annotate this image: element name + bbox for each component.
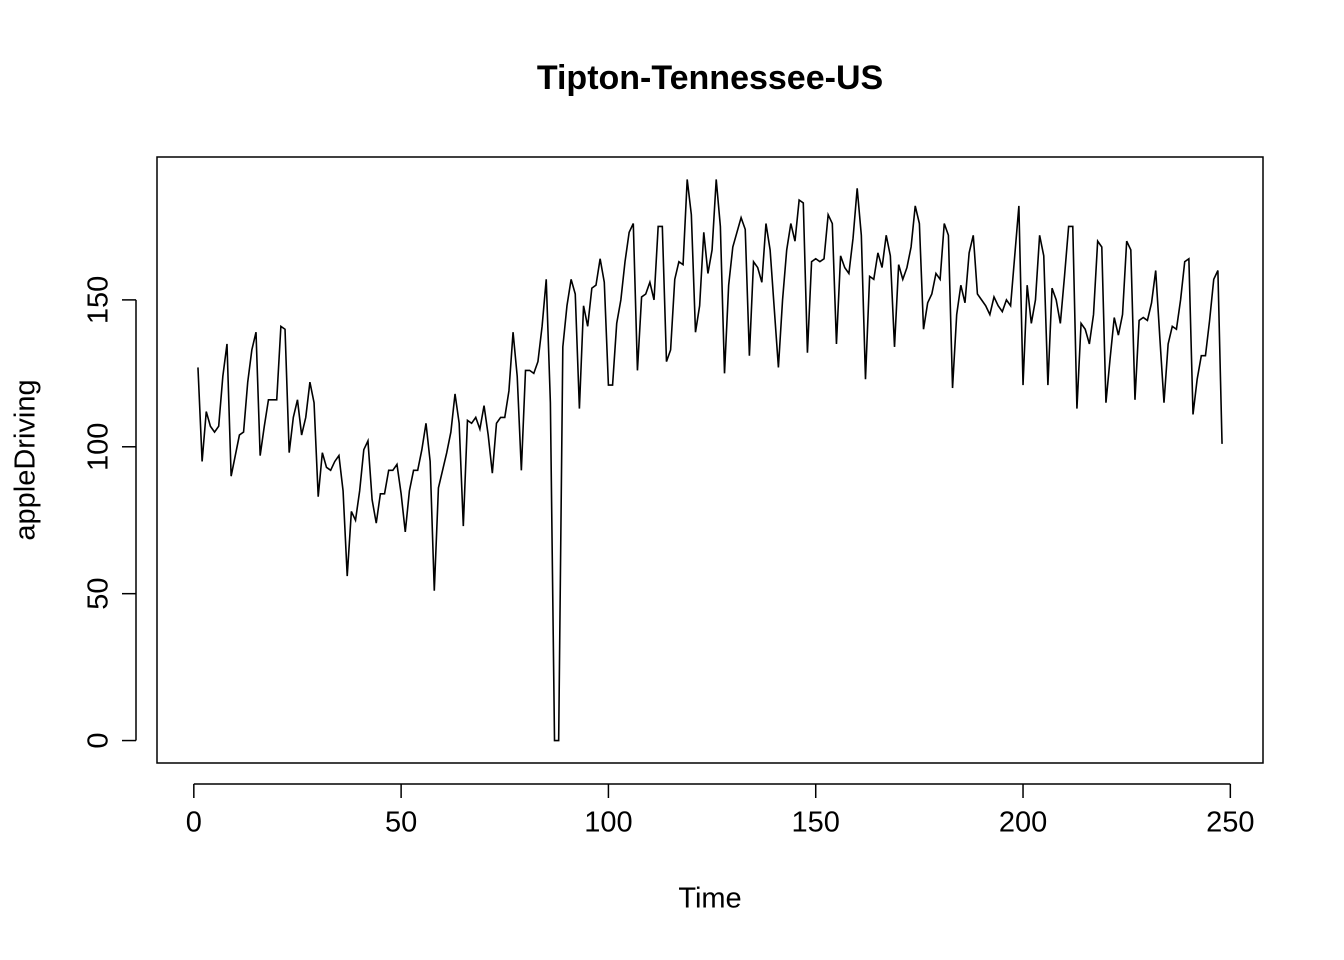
x-tick-label: 200 [999,807,1047,839]
x-tick-label: 150 [792,807,840,839]
y-tick-label: 50 [83,578,115,610]
y-tick-label: 0 [83,732,115,748]
x-tick-label: 0 [186,807,202,839]
data-line [197,179,1223,742]
plot-box [156,156,1264,764]
x-tick-label: 100 [584,807,632,839]
y-tick-label: 150 [83,276,115,324]
x-tick-label: 50 [385,807,417,839]
y-tick-label: 100 [83,423,115,471]
chart-title: Tipton-Tennessee-US [537,59,883,97]
x-tick-label: 250 [1206,807,1254,839]
y-axis-label: appleDriving [10,379,42,540]
x-axis-label: Time [678,883,741,915]
